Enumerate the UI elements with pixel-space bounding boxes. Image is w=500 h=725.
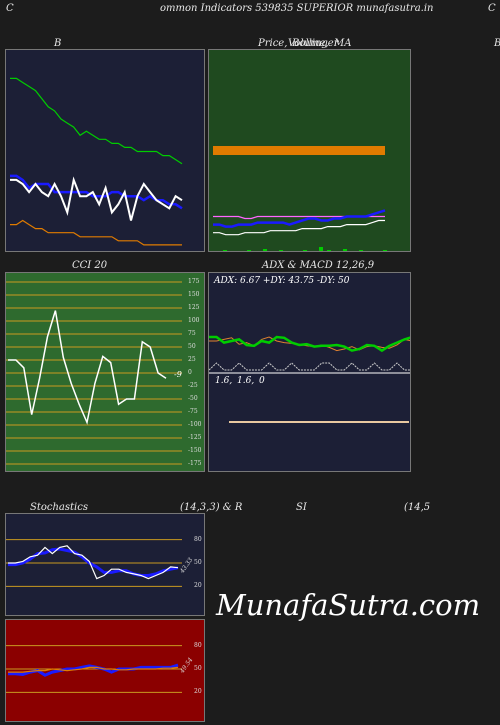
- rsi-panel-title: SI: [296, 502, 307, 513]
- cci-line: [8, 310, 167, 425]
- y-tick-label: 50: [194, 665, 202, 672]
- volume-bar: [303, 250, 307, 251]
- volume-bar: [255, 251, 259, 252]
- volume-bar: [239, 251, 243, 252]
- stoch-panel: 80 50 20 43.33: [5, 513, 205, 616]
- watermark: MunafaSutra.com: [216, 588, 481, 622]
- y-tick-label: 50: [188, 343, 196, 350]
- price-white-line: [213, 219, 385, 236]
- volume-bar: [327, 250, 331, 251]
- rsi-blue-line: [8, 663, 179, 677]
- price-panel-title-price: Price,: [258, 38, 288, 49]
- volume-bar: [343, 249, 347, 251]
- y-tick-label: -50: [188, 395, 198, 402]
- volume-bar: [295, 251, 299, 252]
- y-tick-label: 20: [194, 688, 202, 696]
- adx-panel-title: ADX & MACD 12,26,9: [262, 260, 375, 271]
- volume-bar: [319, 247, 323, 251]
- y-tick-label: 100: [188, 317, 200, 324]
- volume-bar: [279, 250, 283, 251]
- y-tick-label: 125: [188, 304, 200, 311]
- cci-chart: [6, 281, 182, 465]
- volume-bar: [359, 250, 363, 251]
- y-tick-label: 150: [188, 291, 200, 298]
- y-tick-label: -75: [188, 408, 198, 415]
- y-tick-label: 75: [188, 330, 196, 337]
- volume-bar: [215, 251, 219, 252]
- price-panel-title-cut: B: [494, 38, 500, 49]
- adx-dotted-line: [209, 362, 410, 371]
- stoch-panel-title-params: (14,3,3) & R: [180, 502, 243, 513]
- rsi-panel: 80 50 20 49.54: [5, 619, 205, 722]
- rsi-orange-line: [8, 666, 179, 673]
- y-tick-label: 20: [194, 582, 202, 590]
- volume-bar: [375, 251, 379, 252]
- cci-panel: 175 150 125 100 75 50 25 0 -25 -50 -75 -100 -125 -150…: [5, 272, 205, 472]
- volume-bar: [231, 251, 235, 252]
- b-panel: [5, 49, 205, 252]
- stoch-panel-title: Stochastics: [30, 502, 88, 513]
- price-ma-band: [213, 152, 385, 155]
- stoch-white-line: [8, 545, 179, 580]
- adx-chart: [209, 335, 410, 423]
- rsi-panel-title-params: (14,5: [404, 502, 431, 513]
- volume-bar: [247, 250, 251, 251]
- b-panel-title: B: [54, 38, 62, 49]
- y-tick-label: -125: [188, 434, 202, 441]
- price-chart: [213, 146, 387, 252]
- price-panel-title-bollinger: Bollinger: [292, 38, 339, 49]
- volume-bar: [263, 249, 267, 251]
- volume-bar: [287, 251, 291, 252]
- y-tick-label: -100: [188, 421, 202, 428]
- y-tick-label: -150: [188, 447, 202, 454]
- macd-label-1: 1.6,: [215, 376, 233, 386]
- price-panel-title-ma: MA: [334, 38, 352, 49]
- y-tick-label: 0: [188, 369, 192, 376]
- y-tick-label: 80: [194, 535, 202, 543]
- adx-panel: ADX: 6.67 +DY: 43.75 -DY: 50 1.6, 1.6, 0: [208, 272, 411, 472]
- y-tick-label: 50: [194, 559, 202, 566]
- volume-bar: [335, 251, 339, 252]
- y-tick-label: -175: [188, 460, 202, 467]
- b-green-line: [10, 77, 183, 165]
- y-tick-label: 80: [194, 641, 202, 649]
- stoch-chart: [6, 539, 182, 587]
- cci-panel-title: CCI 20: [72, 260, 108, 271]
- volume-bar: [223, 250, 227, 251]
- price-ma-band: [213, 149, 385, 152]
- macd-label-3: 0: [259, 376, 265, 386]
- price-blue-line: [213, 209, 386, 228]
- page-title: ommon Indicators 539835 SUPERIOR munafas…: [160, 3, 434, 14]
- b-chart: [10, 77, 183, 246]
- y-tick-label: 25: [188, 356, 196, 363]
- volume-bar: [351, 251, 355, 252]
- macd-line: [229, 421, 409, 423]
- volume-bar: [383, 250, 387, 251]
- b-blue-line: [10, 174, 183, 210]
- header-right-letter: C: [488, 3, 496, 14]
- y-tick-label: 175: [188, 278, 200, 285]
- price-ma-band: [213, 146, 385, 149]
- macd-label-2: 1.6,: [237, 376, 255, 386]
- b-orange-line: [10, 219, 182, 246]
- volume-bar: [271, 251, 275, 252]
- price-panel-title-volume: Volume,: [288, 38, 329, 49]
- y-tick-label: -25: [188, 382, 198, 389]
- volume-bar: [311, 251, 315, 252]
- adx-info: ADX: 6.67 +DY: 43.75 -DY: 50: [214, 276, 350, 286]
- b-white-line: [10, 176, 183, 221]
- adx-green-line: [209, 335, 410, 353]
- price-panel: [208, 49, 411, 252]
- rsi-chart: [6, 645, 182, 693]
- cci-value-label: -9: [174, 370, 182, 379]
- volume-bar: [367, 251, 371, 252]
- header-left-letter: C: [6, 3, 14, 14]
- stoch-blue-line: [8, 547, 179, 577]
